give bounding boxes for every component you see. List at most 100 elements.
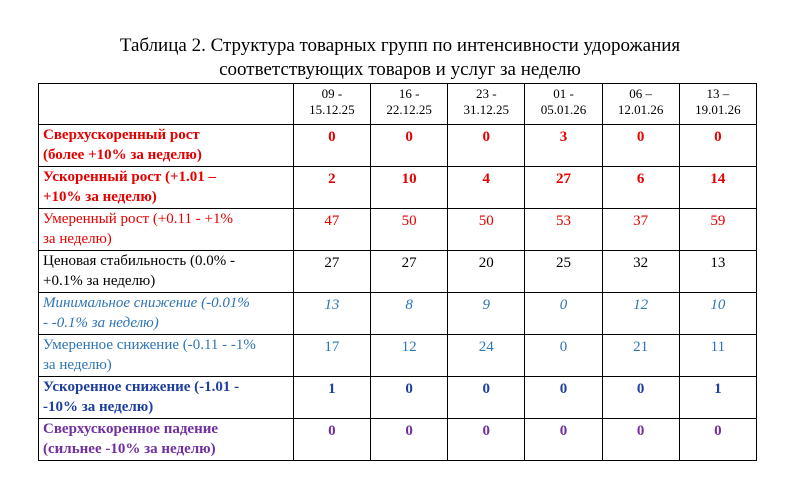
value-cell: 1 [292, 376, 372, 419]
value-cell: 0 [601, 376, 680, 419]
column-header-line: 31.12.25 [463, 102, 510, 117]
title-line: Таблица 2. Структура товарных групп по и… [119, 35, 681, 56]
value-cell: 11 [678, 334, 758, 377]
value-cell: 0 [601, 418, 680, 461]
column-header: 16 -22.12.25 [370, 83, 449, 125]
value-cell: 0 [524, 418, 603, 461]
row-label-line: Умеренное снижение (-0.11 - -1% [43, 337, 256, 353]
row-label: Ускоренное снижение (-1.01 - -10% за неде… [38, 376, 294, 419]
column-header-line: 05.01.26 [540, 102, 587, 117]
value-cell: 37 [601, 208, 680, 251]
table-row: Сверхускоренный рост (более +10% за недел… [38, 124, 758, 167]
row-label: Минимальное снижение (-0.01% - -0.1% за н… [38, 292, 294, 335]
row-label: Ускоренный рост (+1.01 – +10% за неделю) [38, 166, 294, 209]
row-label: Сверхускоренное падение (сильнее -10% за … [38, 418, 294, 461]
value-cell: 25 [524, 250, 603, 293]
row-label-line: Умеренный рост (+0.11 - +1% [43, 211, 233, 227]
title-line: соответствующих товаров и услуг за недел… [219, 59, 581, 80]
table-row: Ускоренный рост (+1.01 – +10% за неделю) 2… [38, 166, 758, 209]
value-cell: 27 [524, 166, 603, 209]
value-cell: 0 [524, 376, 603, 419]
value-cell: 50 [370, 208, 449, 251]
column-header-line: 15.12.25 [309, 102, 355, 117]
value-cell: 13 [678, 250, 758, 293]
value-cell: 0 [370, 418, 449, 461]
row-label-line: (сильнее -10% за неделю) [43, 441, 216, 457]
row-label-line: +0.1% за неделю) [43, 273, 156, 289]
value-cell: 50 [447, 208, 526, 251]
row-label-line: Ускоренное снижение (-1.01 - [43, 379, 240, 395]
value-cell: 0 [678, 418, 758, 461]
column-header-line: 09 - [321, 86, 343, 101]
column-header-line: 22.12.25 [386, 102, 432, 117]
value-cell: 10 [678, 292, 758, 335]
value-cell: 4 [447, 166, 526, 209]
header-row: 09 -15.12.25 16 -22.12.25 23 -31.12.25 01 -… [38, 83, 758, 125]
value-cell: 0 [292, 124, 372, 167]
row-label-line: (более +10% за неделю) [43, 147, 202, 163]
value-cell: 12 [370, 334, 449, 377]
value-cell: 27 [370, 250, 449, 293]
value-cell: 20 [447, 250, 526, 293]
value-cell: 0 [447, 418, 526, 461]
row-label: Сверхускоренный рост (более +10% за недел… [38, 124, 294, 167]
column-header-line: 19.01.26 [695, 102, 741, 117]
value-cell: 6 [601, 166, 680, 209]
value-cell: 27 [292, 250, 372, 293]
value-cell: 13 [292, 292, 372, 335]
row-label: Умеренное снижение (-0.11 - -1% за неделю… [38, 334, 294, 377]
column-header-line: 16 - [398, 86, 420, 101]
column-header-line: 01 - [553, 86, 574, 101]
row-label: Умеренный рост (+0.11 - +1% за неделю) [38, 208, 294, 251]
row-label-line: +10% за неделю) [43, 189, 157, 205]
value-cell: 0 [678, 124, 758, 167]
value-cell: 17 [292, 334, 372, 377]
value-cell: 59 [678, 208, 758, 251]
table-row: Ускоренное снижение (-1.01 - -10% за неде… [38, 376, 758, 419]
column-header-line: 13 – [706, 86, 730, 101]
value-cell: 2 [292, 166, 372, 209]
table-row: Умеренное снижение (-0.11 - -1% за неделю… [38, 334, 758, 377]
row-label-line: Ускоренный рост (+1.01 – [43, 169, 217, 185]
value-cell: 21 [601, 334, 680, 377]
value-cell: 0 [370, 376, 449, 419]
row-label-line: -10% за неделю) [43, 399, 154, 415]
table-row: Умеренный рост (+0.11 - +1% за неделю) 47 5… [38, 208, 758, 251]
column-header: 13 –19.01.26 [678, 83, 758, 125]
column-header-line: 23 - [476, 86, 497, 101]
value-cell: 0 [601, 124, 680, 167]
table-row: Сверхускоренное падение (сильнее -10% за … [38, 418, 758, 461]
value-cell: 14 [678, 166, 758, 209]
column-header-line: 06 – [629, 86, 653, 101]
column-header: 01 -05.01.26 [524, 83, 603, 125]
row-label-line: Ценовая стабильность (0.0% - [43, 253, 235, 269]
title: Таблица 2. Структура товарных групп по и… [0, 34, 800, 82]
column-header-line: 12.01.26 [617, 102, 664, 117]
row-label-line: Сверхускоренное падение [43, 421, 219, 437]
row-label-line: за неделю) [43, 231, 112, 247]
value-cell: 47 [292, 208, 372, 251]
value-cell: 32 [601, 250, 680, 293]
value-cell: 0 [524, 334, 603, 377]
row-label-line: Сверхускоренный рост [43, 127, 200, 143]
value-cell: 1 [678, 376, 758, 419]
row-label: Ценовая стабильность (0.0% - +0.1% за нед… [38, 250, 294, 293]
table: 09 -15.12.25 16 -22.12.25 23 -31.12.25 01 -… [38, 83, 758, 461]
table-row: Ценовая стабильность (0.0% - +0.1% за нед… [38, 250, 758, 293]
column-header: 23 -31.12.25 [447, 83, 526, 125]
value-cell: 53 [524, 208, 603, 251]
table-row: Минимальное снижение (-0.01% - -0.1% за н… [38, 292, 758, 335]
value-cell: 0 [370, 124, 449, 167]
value-cell: 8 [370, 292, 449, 335]
row-label-line: Минимальное снижение (-0.01% [43, 295, 250, 311]
row-label-line: - -0.1% за неделю) [43, 315, 159, 331]
value-cell: 0 [447, 124, 526, 167]
value-cell: 10 [370, 166, 449, 209]
corner-cell [38, 83, 294, 125]
value-cell: 12 [601, 292, 680, 335]
value-cell: 0 [292, 418, 372, 461]
value-cell: 0 [524, 292, 603, 335]
column-header: 06 –12.01.26 [601, 83, 680, 125]
value-cell: 0 [447, 376, 526, 419]
